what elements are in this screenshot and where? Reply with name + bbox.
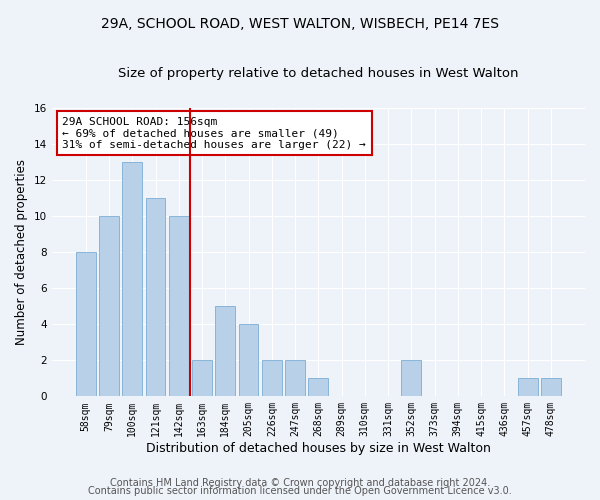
Text: 29A, SCHOOL ROAD, WEST WALTON, WISBECH, PE14 7ES: 29A, SCHOOL ROAD, WEST WALTON, WISBECH, … (101, 18, 499, 32)
Text: Contains public sector information licensed under the Open Government Licence v3: Contains public sector information licen… (88, 486, 512, 496)
Text: Contains HM Land Registry data © Crown copyright and database right 2024.: Contains HM Land Registry data © Crown c… (110, 478, 490, 488)
Bar (192, 360, 212, 396)
Bar (122, 162, 142, 396)
Bar (76, 252, 95, 396)
Bar (146, 198, 166, 396)
Title: Size of property relative to detached houses in West Walton: Size of property relative to detached ho… (118, 68, 518, 80)
Bar (285, 360, 305, 396)
Text: 29A SCHOOL ROAD: 156sqm
← 69% of detached houses are smaller (49)
31% of semi-de: 29A SCHOOL ROAD: 156sqm ← 69% of detache… (62, 116, 366, 150)
Bar (541, 378, 561, 396)
Bar (215, 306, 235, 396)
Bar (401, 360, 421, 396)
Bar (518, 378, 538, 396)
Bar (169, 216, 188, 396)
Bar (239, 324, 259, 396)
Y-axis label: Number of detached properties: Number of detached properties (15, 159, 28, 345)
Bar (308, 378, 328, 396)
Bar (99, 216, 119, 396)
Bar (262, 360, 282, 396)
X-axis label: Distribution of detached houses by size in West Walton: Distribution of detached houses by size … (146, 442, 491, 455)
